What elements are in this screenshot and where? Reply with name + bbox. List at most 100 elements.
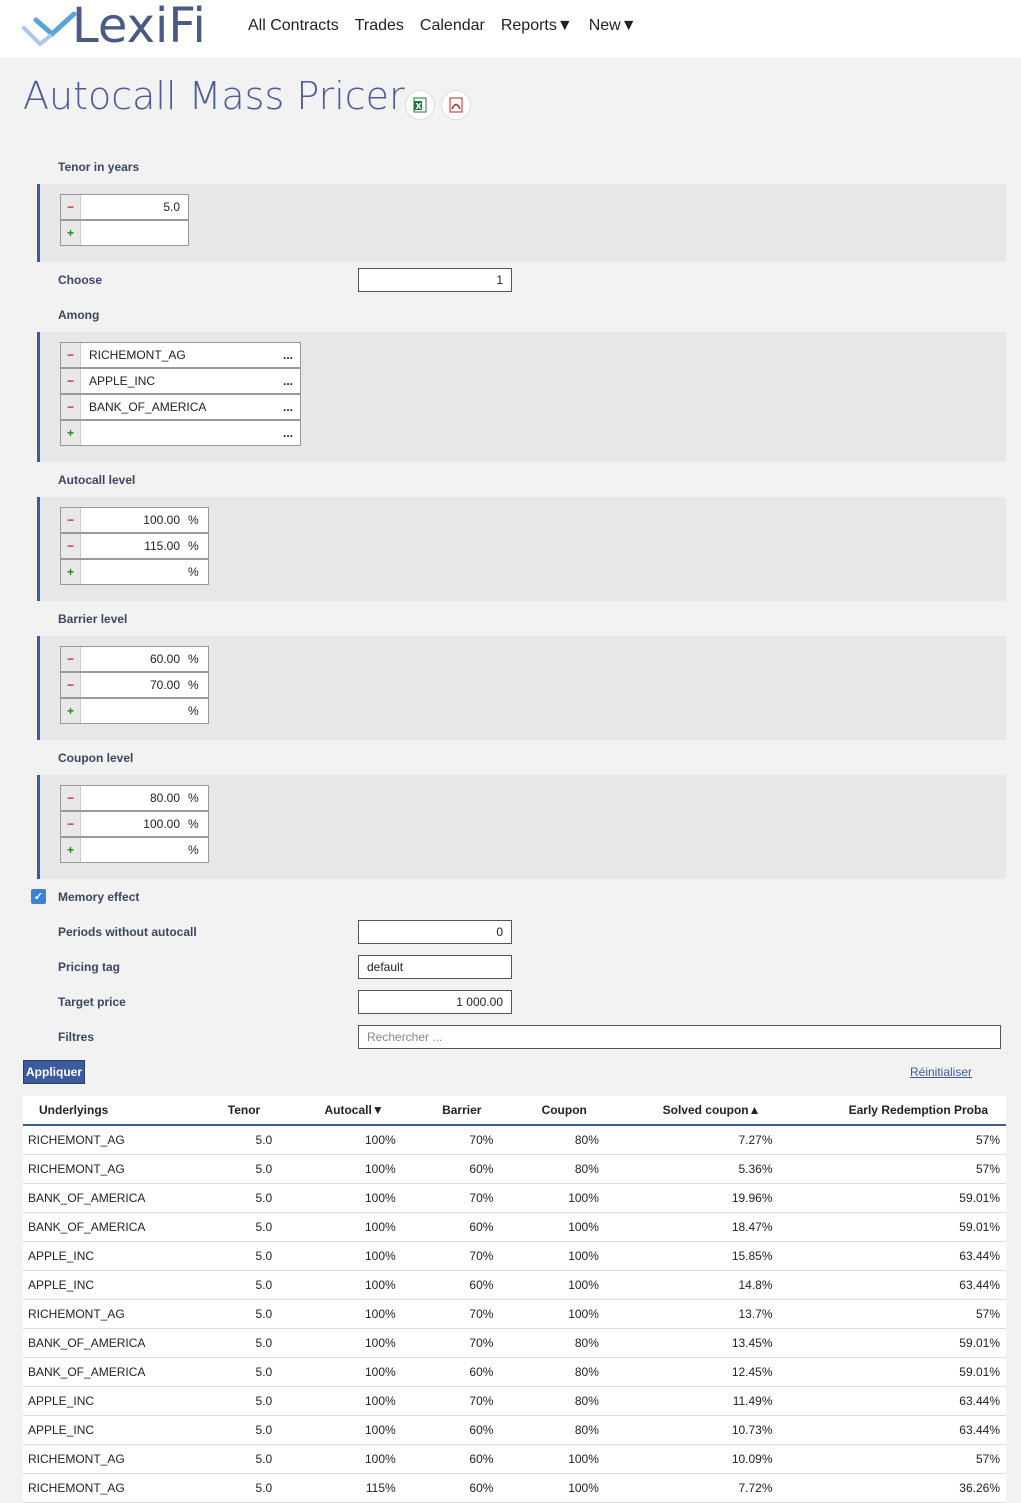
add-coupon-button[interactable]: + <box>61 838 81 862</box>
add-autocall-button[interactable]: + <box>61 560 81 584</box>
remove-coupon-button[interactable]: − <box>61 786 81 810</box>
browse-underlying-button[interactable]: ... <box>282 348 293 362</box>
add-barrier-button[interactable]: + <box>61 699 81 723</box>
page-title: Autocall Mass Pricer <box>23 74 405 118</box>
coupon-input[interactable]: 80.00 <box>149 791 180 805</box>
tenor-cell: 5.0 <box>189 1183 279 1213</box>
tenor-cell: 5.0 <box>189 1386 279 1416</box>
autocall-row: − 100.00 % <box>60 507 209 533</box>
pricing-tag-input[interactable]: default <box>358 955 512 979</box>
underlying-input[interactable]: APPLE_INC <box>89 374 156 388</box>
table-row[interactable]: BANK_OF_AMERICA 5.0 100% 70% 100% 19.96% 59.01… <box>23 1183 1006 1213</box>
remove-underlying-button[interactable]: − <box>61 369 81 393</box>
filters-search-input[interactable]: Rechercher ... <box>358 1025 1001 1049</box>
underlying-cell: APPLE_INC <box>23 1386 190 1416</box>
tenor-input[interactable]: 5.0 <box>163 200 180 214</box>
table-row[interactable]: RICHEMONT_AG 5.0 100% 70% 80% 7.27% 57% <box>23 1125 1006 1155</box>
table-row[interactable]: BANK_OF_AMERICA 5.0 100% 70% 80% 13.45% 59.01% <box>23 1328 1006 1358</box>
coupon-row: − 100.00 % <box>60 811 209 837</box>
underlying-new-input[interactable] <box>81 421 276 445</box>
reset-link[interactable]: Réinitialiser <box>910 1065 973 1079</box>
apply-button[interactable]: Appliquer <box>23 1060 85 1084</box>
remove-tenor-button[interactable]: − <box>61 195 81 219</box>
early-redemption-cell: 57% <box>778 1444 1006 1474</box>
table-row[interactable]: BANK_OF_AMERICA 5.0 100% 60% 100% 18.47% 59.01… <box>23 1212 1006 1242</box>
coupon-cell: 100% <box>499 1444 605 1474</box>
table-row[interactable]: APPLE_INC 5.0 100% 60% 100% 14.8% 63.44% <box>23 1270 1006 1300</box>
browse-underlying-button[interactable]: ... <box>282 400 293 414</box>
remove-barrier-button[interactable]: − <box>61 673 81 697</box>
tenor-cell: 5.0 <box>189 1125 279 1155</box>
remove-underlying-button[interactable]: − <box>61 395 81 419</box>
nav-all-contracts[interactable]: All Contracts <box>248 17 339 34</box>
autocall-cell: 100% <box>278 1444 402 1474</box>
underlying-input[interactable]: BANK_OF_AMERICA <box>89 400 207 414</box>
table-row[interactable]: APPLE_INC 5.0 100% 60% 80% 10.73% 63.44% <box>23 1415 1006 1445</box>
tenor-cell: 5.0 <box>189 1328 279 1358</box>
barrier-input[interactable]: 60.00 <box>149 652 180 666</box>
underlying-input[interactable]: RICHEMONT_AG <box>89 348 186 362</box>
add-underlying-button[interactable]: + <box>61 421 81 445</box>
table-row[interactable]: RICHEMONT_AG 5.0 100% 60% 80% 5.36% 57% <box>23 1154 1006 1184</box>
column-header-tenor[interactable]: Tenor <box>189 1096 279 1126</box>
lexifi-logo[interactable]: LexiFi <box>22 0 222 54</box>
remove-coupon-button[interactable]: − <box>61 812 81 836</box>
target-price-input[interactable]: 1 000.00 <box>358 990 512 1014</box>
top-bar: LexiFi All Contracts Trades Calendar Rep… <box>0 0 1021 58</box>
memory-effect-checkbox[interactable]: ✓ <box>31 889 46 904</box>
periods-input[interactable]: 0 <box>358 920 512 944</box>
nav-new[interactable]: New▼ <box>588 17 637 34</box>
autocall-cell: 100% <box>278 1270 402 1300</box>
among-list: − RICHEMONT_AG ... − APPLE_INC ... − BAN… <box>37 332 1006 462</box>
solved-coupon-cell: 11.49% <box>604 1386 779 1416</box>
barrier-new-input[interactable] <box>81 699 188 723</box>
column-header-underlyings[interactable]: Underlyings <box>23 1096 190 1126</box>
solved-coupon-cell: 15.85% <box>604 1241 779 1271</box>
column-header-coupon[interactable]: Coupon <box>499 1096 605 1126</box>
pdf-export-icon[interactable] <box>441 90 471 120</box>
remove-barrier-button[interactable]: − <box>61 647 81 671</box>
early-redemption-cell: 59.01% <box>778 1212 1006 1242</box>
table-row[interactable]: APPLE_INC 5.0 100% 70% 100% 15.85% 63.44% <box>23 1241 1006 1271</box>
coupon-cell: 100% <box>499 1183 605 1213</box>
browse-underlying-button[interactable]: ... <box>282 426 293 440</box>
table-row[interactable]: RICHEMONT_AG 5.0 100% 60% 100% 10.09% 57% <box>23 1444 1006 1474</box>
add-tenor-button[interactable]: + <box>61 221 81 245</box>
barrier-input[interactable]: 70.00 <box>149 678 180 692</box>
remove-autocall-button[interactable]: − <box>61 534 81 558</box>
choose-input[interactable]: 1 <box>358 268 512 292</box>
solved-coupon-cell: 5.36% <box>604 1154 779 1184</box>
nav-reports[interactable]: Reports▼ <box>500 17 573 34</box>
svg-text:X: X <box>416 102 423 111</box>
periods-label: Periods without autocall <box>58 925 197 939</box>
nav-calendar[interactable]: Calendar <box>419 17 485 34</box>
tenor-new-input[interactable] <box>81 221 188 245</box>
brand-name: LexiFi <box>72 0 206 54</box>
table-row[interactable]: BANK_OF_AMERICA 5.0 100% 60% 80% 12.45% 59.01% <box>23 1357 1006 1387</box>
browse-underlying-button[interactable]: ... <box>282 374 293 388</box>
column-header-autocall[interactable]: Autocall▼ <box>278 1096 402 1126</box>
remove-underlying-button[interactable]: − <box>61 343 81 367</box>
nav-trades[interactable]: Trades <box>354 17 404 34</box>
coupon-cell: 80% <box>499 1154 605 1184</box>
coupon-cell: 100% <box>499 1270 605 1300</box>
tenor-cell: 5.0 <box>189 1154 279 1184</box>
barrier-cell: 70% <box>401 1386 500 1416</box>
column-header-solved-coupon[interactable]: Solved coupon▲ <box>604 1096 779 1126</box>
coupon-input[interactable]: 100.00 <box>143 817 180 831</box>
excel-export-icon[interactable]: X <box>405 90 435 120</box>
tenor-cell: 5.0 <box>189 1299 279 1329</box>
coupon-new-input[interactable] <box>81 838 188 862</box>
autocall-input[interactable]: 115.00 <box>144 539 180 553</box>
logo-check-icon <box>22 11 77 47</box>
autocall-input[interactable]: 100.00 <box>143 513 180 527</box>
table-row[interactable]: RICHEMONT_AG 5.0 100% 70% 100% 13.7% 57% <box>23 1299 1006 1329</box>
column-header-barrier[interactable]: Barrier <box>401 1096 500 1126</box>
autocall-new-input[interactable] <box>81 560 188 584</box>
underlying-cell: APPLE_INC <box>23 1270 190 1300</box>
column-header-early-redemption[interactable]: Early Redemption Proba <box>778 1096 1006 1126</box>
table-row[interactable]: RICHEMONT_AG 5.0 115% 60% 100% 7.72% 36.26% <box>23 1473 1006 1503</box>
tenor-cell: 5.0 <box>189 1241 279 1271</box>
remove-autocall-button[interactable]: − <box>61 508 81 532</box>
table-row[interactable]: APPLE_INC 5.0 100% 70% 80% 11.49% 63.44% <box>23 1386 1006 1416</box>
